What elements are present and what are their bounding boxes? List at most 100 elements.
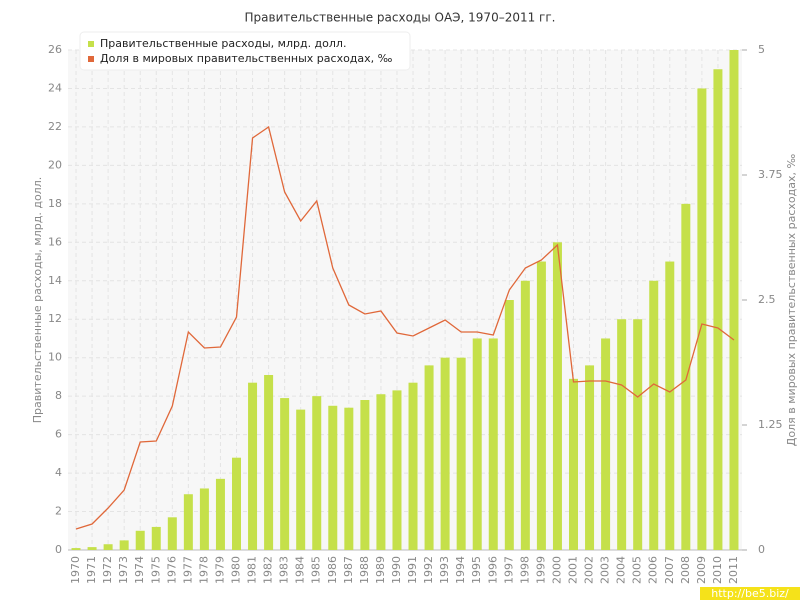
- bar: [119, 540, 129, 550]
- bar: [360, 400, 370, 550]
- bar: [264, 375, 274, 550]
- x-tick-label: 1982: [262, 556, 275, 584]
- watermark-box: [700, 587, 800, 600]
- line: [75, 125, 735, 530]
- x-tick-label: 1995: [470, 556, 483, 584]
- y-tick-label: 8: [55, 389, 62, 402]
- x-tick-label: 2011: [727, 556, 740, 584]
- x-tick-label: 1974: [133, 556, 146, 584]
- y-axis-label: Правительственные расходы, млрд. долл.: [31, 177, 44, 423]
- x-tick-label: 1976: [165, 556, 178, 584]
- bar: [215, 478, 225, 550]
- x-tick-label: 2003: [599, 556, 612, 584]
- x-tick-label: 2001: [567, 556, 580, 584]
- y-tick-label: 22: [48, 120, 62, 133]
- bar: [552, 242, 562, 551]
- x-tick-label: 2005: [631, 556, 644, 584]
- x-tick-label: 2010: [711, 556, 724, 584]
- x-tick-label: 1992: [422, 556, 435, 584]
- bar: [296, 409, 306, 550]
- x-tick-label: 1979: [213, 556, 226, 584]
- bar: [344, 407, 354, 550]
- bar: [167, 517, 177, 550]
- bar: [103, 544, 113, 550]
- bar: [87, 547, 97, 550]
- bar: [601, 338, 611, 550]
- y2-tick-label: 0: [758, 543, 765, 556]
- bar: [408, 382, 418, 550]
- x-tick-label: 1999: [534, 556, 547, 584]
- bar: [697, 88, 707, 550]
- x-tick-label: 1984: [294, 556, 307, 584]
- x-tick-label: 1991: [406, 556, 419, 584]
- y2-tick-label: 1.25: [758, 418, 783, 431]
- x-tick-label: 1977: [181, 556, 194, 584]
- legend-label: Доля в мировых правительственных расхода…: [100, 52, 393, 65]
- y-tick-label: 24: [48, 81, 62, 94]
- x-tick-label: 1985: [310, 556, 323, 584]
- y-tick-label: 16: [48, 235, 62, 248]
- bar: [713, 69, 723, 550]
- x-tick-label: 1989: [374, 556, 387, 584]
- x-tick-label: 1970: [69, 556, 82, 584]
- y-tick-label: 2: [55, 505, 62, 518]
- plot-area: [68, 50, 742, 550]
- y-tick-label: 14: [48, 274, 62, 287]
- bar: [536, 261, 546, 550]
- legend-swatch: [88, 41, 94, 47]
- legend-swatch: [88, 56, 94, 62]
- bar: [617, 319, 627, 550]
- bar: [504, 300, 514, 550]
- y-tick-label: 12: [48, 312, 62, 325]
- x-tick-label: 2007: [663, 556, 676, 584]
- x-tick-label: 2004: [615, 556, 628, 584]
- chart-title: Правительственные расходы ОАЭ, 1970–2011…: [245, 11, 556, 25]
- bar: [392, 390, 402, 550]
- bar: [151, 526, 161, 550]
- x-tick-label: 2002: [583, 556, 596, 584]
- x-tick-label: 1993: [438, 556, 451, 584]
- bar: [440, 357, 450, 550]
- bar: [199, 488, 209, 550]
- x-tick-label: 1975: [149, 556, 162, 584]
- x-tick-label: 1996: [486, 556, 499, 584]
- x-tick-label: 1981: [246, 556, 259, 584]
- bar: [135, 530, 145, 550]
- bar: [376, 394, 386, 550]
- bar: [312, 396, 322, 550]
- x-tick-label: 2009: [695, 556, 708, 584]
- bar: [280, 398, 290, 550]
- x-tick-label: 2006: [647, 556, 660, 584]
- bar: [328, 405, 338, 550]
- x-tick-label: 1997: [502, 556, 515, 584]
- bar: [520, 280, 530, 550]
- legend: [79, 31, 411, 71]
- bar: [183, 494, 193, 550]
- bar: [633, 319, 643, 550]
- y2-tick-label: 3.75: [758, 168, 783, 181]
- x-tick-label: 1988: [358, 556, 371, 584]
- bar: [649, 280, 659, 550]
- bar: [248, 382, 258, 550]
- bar: [665, 261, 675, 550]
- x-tick-label: 1987: [342, 556, 355, 584]
- y2-axis-label: Доля в мировых правительственных расхода…: [785, 154, 798, 447]
- bar: [729, 50, 739, 550]
- bar: [681, 203, 691, 550]
- watermark: http://be5.biz/: [711, 587, 789, 600]
- bar: [71, 548, 81, 550]
- y-tick-label: 4: [55, 466, 62, 479]
- y2-tick-label: 5: [758, 43, 765, 56]
- x-tick-label: 1986: [326, 556, 339, 584]
- bar: [585, 365, 595, 550]
- y-tick-label: 26: [48, 43, 62, 56]
- x-tick-label: 1998: [518, 556, 531, 584]
- x-tick-label: 2000: [550, 556, 563, 584]
- x-tick-label: 1978: [197, 556, 210, 584]
- y-tick-label: 0: [55, 543, 62, 556]
- x-tick-label: 2008: [679, 556, 692, 584]
- bar: [488, 338, 498, 550]
- x-tick-label: 1990: [390, 556, 403, 584]
- x-tick-label: 1971: [85, 556, 98, 584]
